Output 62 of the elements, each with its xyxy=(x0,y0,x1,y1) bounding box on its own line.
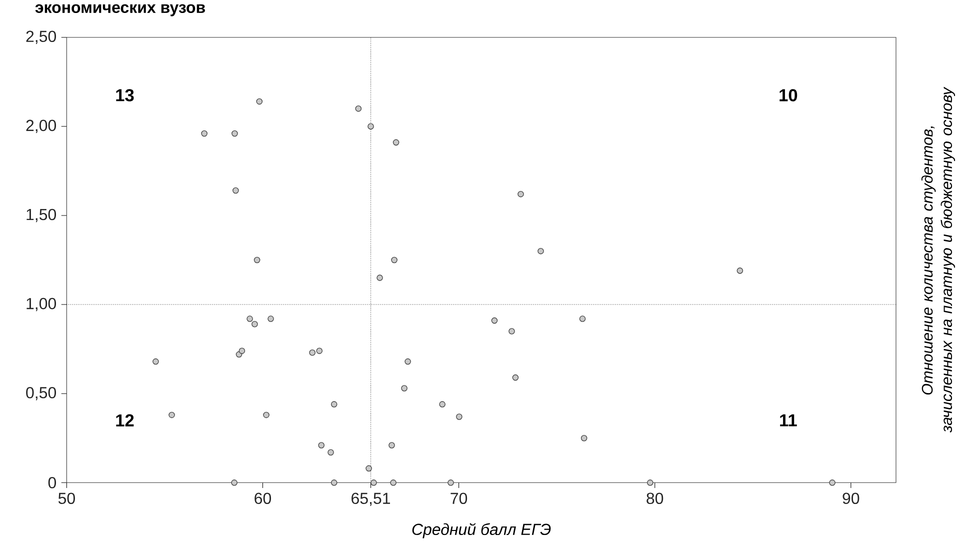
x-tick-label: 60 xyxy=(254,492,272,504)
y-tick-label: 2,00 xyxy=(26,120,56,134)
point xyxy=(254,257,260,264)
x-tick-label: 90 xyxy=(842,492,860,504)
point xyxy=(392,139,400,146)
point xyxy=(448,480,454,486)
point xyxy=(538,248,544,254)
point xyxy=(368,123,374,130)
point xyxy=(268,316,274,322)
y-tick-label: 0 xyxy=(48,477,56,488)
point xyxy=(152,358,159,365)
annotation: 10 xyxy=(780,89,798,102)
x-tick-label: 50 xyxy=(58,492,75,504)
point xyxy=(388,442,395,449)
point xyxy=(232,130,238,137)
point xyxy=(512,374,519,381)
point xyxy=(376,274,383,282)
point xyxy=(232,188,239,194)
point xyxy=(456,414,462,420)
x-tick-label: 80 xyxy=(646,492,664,504)
y-axis-title: Отношение количества студентов, зачисленных на платную и бюджетную основу xyxy=(921,86,956,433)
point xyxy=(736,268,744,274)
y-tick-label: 1,00 xyxy=(26,298,56,312)
point xyxy=(252,321,258,328)
point xyxy=(256,98,263,105)
point xyxy=(201,130,208,137)
point xyxy=(579,316,586,322)
point xyxy=(263,412,270,418)
point xyxy=(168,412,175,418)
x-tick-label: 65,51 xyxy=(352,492,390,506)
point xyxy=(580,435,588,442)
point xyxy=(328,449,334,456)
x-axis-title: Средний балл ЕГЭ xyxy=(412,523,551,538)
x-tick-label: 70 xyxy=(450,492,468,504)
point xyxy=(391,257,398,264)
point xyxy=(370,480,377,486)
point xyxy=(309,350,316,356)
point xyxy=(238,348,246,354)
point xyxy=(330,480,338,486)
point xyxy=(330,401,338,408)
annotation: 11 xyxy=(780,414,797,426)
annotation: 12 xyxy=(116,414,134,427)
point xyxy=(647,480,654,486)
point xyxy=(316,348,323,354)
point xyxy=(401,385,408,392)
point xyxy=(366,465,372,472)
point xyxy=(355,106,362,112)
point xyxy=(518,191,524,198)
chart-title: экономических вузов xyxy=(35,4,205,16)
point xyxy=(491,318,498,324)
point xyxy=(829,480,836,486)
point xyxy=(439,401,446,408)
point xyxy=(404,358,411,365)
y-tick-label: 0,50 xyxy=(26,387,56,400)
annotation: 13 xyxy=(116,89,134,102)
point xyxy=(231,480,238,486)
point xyxy=(390,480,396,486)
y-tick-label: 1,50 xyxy=(26,209,56,222)
point xyxy=(318,442,324,449)
y-tick-label: 2,50 xyxy=(26,30,56,44)
point xyxy=(246,316,253,322)
point xyxy=(508,328,515,335)
